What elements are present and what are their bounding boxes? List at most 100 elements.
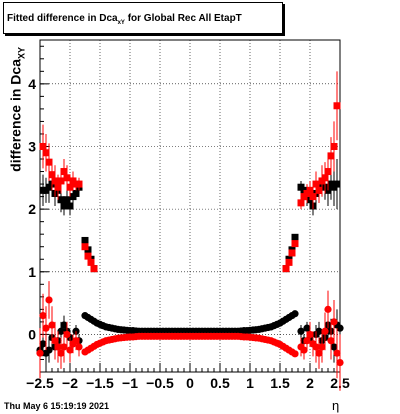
data-point <box>330 343 338 351</box>
x-tick-label: −1 <box>122 375 138 391</box>
data-point <box>84 252 92 260</box>
data-point <box>327 152 335 160</box>
data-marks <box>36 71 344 391</box>
data-point <box>321 174 329 182</box>
data-point <box>288 249 296 257</box>
data-point <box>336 324 344 332</box>
x-tick-label: −2 <box>62 375 78 391</box>
data-point <box>36 349 44 357</box>
x-tick-label: 0 <box>186 375 194 391</box>
data-point <box>54 343 62 351</box>
x-tick-label: 1 <box>246 375 254 391</box>
data-point <box>57 177 65 185</box>
data-point <box>42 149 50 157</box>
data-point <box>75 343 83 351</box>
data-point <box>48 171 56 179</box>
data-point <box>72 189 80 197</box>
data-point <box>306 186 314 194</box>
data-point <box>63 330 71 339</box>
data-point <box>324 305 332 313</box>
data-point <box>333 102 341 110</box>
data-point <box>297 327 305 335</box>
data-point <box>66 346 74 354</box>
data-point <box>303 324 311 332</box>
data-point <box>312 343 320 351</box>
data-point <box>285 258 293 266</box>
data-point <box>291 240 299 248</box>
data-point <box>39 312 47 320</box>
chart-title-suffix: for Global Rec All EtapT <box>124 13 242 24</box>
data-point <box>66 183 74 191</box>
data-point <box>330 318 338 326</box>
data-point <box>297 199 305 207</box>
data-point <box>330 142 338 150</box>
data-point <box>45 296 53 304</box>
data-point <box>54 183 62 191</box>
y-axis-label-subscript: XY <box>16 46 27 59</box>
data-series <box>36 281 344 391</box>
data-point <box>72 337 80 345</box>
y-tick-label: 2 <box>28 201 36 217</box>
data-point <box>291 310 299 318</box>
grid-lines <box>39 40 341 372</box>
data-point <box>324 168 332 176</box>
y-tick-label: 0 <box>28 326 36 342</box>
chart-title-main: Fitted difference in Dca <box>7 13 118 24</box>
timestamp-footer: Thu May 6 15:19:19 2021 <box>4 401 110 411</box>
y-axis-label: difference in DcaXY <box>8 24 27 194</box>
data-point <box>87 258 95 266</box>
data-point <box>75 180 83 188</box>
data-point <box>303 337 311 345</box>
data-point <box>39 340 47 348</box>
data-point <box>309 193 317 201</box>
data-point <box>39 142 47 150</box>
y-axis-label-main: difference in Dca <box>7 58 24 172</box>
data-point <box>45 346 53 354</box>
data-point <box>315 349 323 357</box>
data-point <box>282 265 290 273</box>
data-point <box>63 196 71 204</box>
x-tick-label: 0.5 <box>210 375 230 391</box>
data-point <box>333 349 341 357</box>
data-point <box>321 327 329 335</box>
data-series <box>39 71 341 273</box>
data-point <box>90 265 98 273</box>
data-point <box>60 343 68 351</box>
data-point <box>63 174 71 182</box>
data-point <box>291 350 299 358</box>
data-point <box>333 180 341 188</box>
x-tick-label: 2 <box>306 375 314 391</box>
data-point <box>66 202 74 210</box>
data-point <box>42 324 50 332</box>
data-point <box>291 233 299 241</box>
data-point <box>306 330 314 339</box>
data-point <box>327 337 335 345</box>
data-point <box>51 177 59 185</box>
data-point <box>60 202 68 210</box>
data-point <box>300 346 308 354</box>
x-tick-label: −2.5 <box>26 375 54 391</box>
chart-title: Fitted difference in DcaxY for Global Re… <box>7 13 242 26</box>
data-point <box>315 186 323 194</box>
data-point <box>51 337 59 345</box>
x-tick-label: 1.5 <box>270 375 290 391</box>
chart-title-box: Fitted difference in DcaxY for Global Re… <box>3 2 283 34</box>
data-point <box>81 243 89 251</box>
data-point <box>57 349 65 357</box>
data-point <box>60 168 68 176</box>
data-point <box>318 343 326 351</box>
data-point <box>57 327 65 335</box>
y-tick-label: 4 <box>28 76 36 92</box>
data-point <box>60 321 68 329</box>
chart-title-subscript: xY <box>117 20 125 26</box>
data-point <box>45 158 53 166</box>
data-point <box>312 180 320 188</box>
y-tick-label: 3 <box>28 138 36 154</box>
data-point <box>57 196 65 204</box>
data-point <box>315 327 323 335</box>
x-tick-label: −0.5 <box>146 375 174 391</box>
x-tick-label: −1.5 <box>86 375 114 391</box>
data-point <box>336 359 344 367</box>
